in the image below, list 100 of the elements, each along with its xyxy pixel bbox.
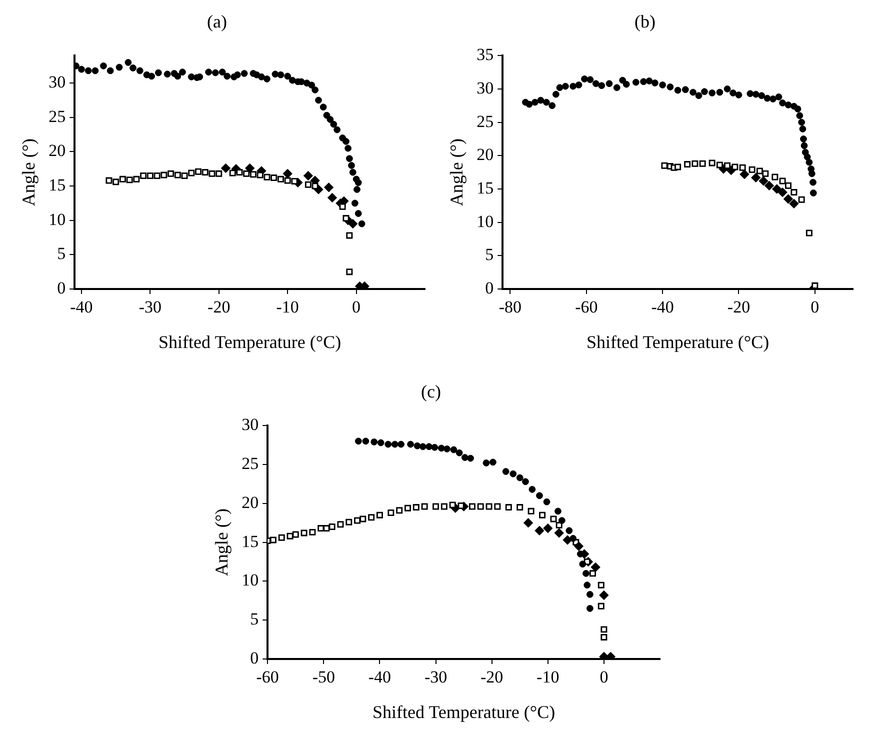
point bbox=[282, 168, 292, 179]
point bbox=[180, 172, 188, 179]
point bbox=[208, 170, 215, 177]
point bbox=[558, 517, 565, 524]
point bbox=[763, 94, 770, 102]
point bbox=[674, 164, 681, 170]
point bbox=[542, 523, 552, 534]
point bbox=[805, 230, 812, 236]
x-tick-label: -10 bbox=[276, 298, 298, 317]
point bbox=[359, 516, 366, 522]
point bbox=[354, 517, 360, 524]
point bbox=[288, 76, 296, 84]
point bbox=[494, 503, 500, 510]
point bbox=[432, 503, 439, 510]
y-tick-label: 0 bbox=[250, 648, 258, 668]
point bbox=[805, 158, 812, 166]
point bbox=[658, 81, 666, 88]
point bbox=[582, 570, 589, 577]
point bbox=[588, 570, 596, 577]
point bbox=[396, 507, 402, 514]
point bbox=[163, 70, 170, 78]
point bbox=[555, 522, 562, 528]
point bbox=[160, 172, 167, 178]
point bbox=[489, 458, 496, 466]
point bbox=[569, 82, 576, 90]
point bbox=[115, 64, 122, 71]
point bbox=[798, 118, 805, 126]
point bbox=[580, 75, 588, 82]
point bbox=[270, 174, 277, 182]
point bbox=[660, 162, 668, 169]
y-tick-label: 20 bbox=[48, 141, 66, 160]
point bbox=[734, 91, 742, 98]
point bbox=[136, 67, 143, 74]
point bbox=[290, 178, 298, 184]
point bbox=[612, 84, 620, 92]
point bbox=[565, 527, 572, 534]
chart-title: (b) bbox=[634, 12, 655, 32]
point bbox=[796, 112, 803, 120]
point bbox=[778, 178, 786, 184]
point bbox=[784, 182, 791, 189]
point bbox=[482, 459, 490, 466]
y-tick-label: 15 bbox=[241, 532, 258, 551]
point bbox=[211, 69, 218, 76]
point bbox=[525, 100, 532, 108]
point bbox=[716, 162, 722, 168]
point bbox=[700, 88, 708, 96]
point bbox=[397, 440, 404, 448]
point bbox=[78, 66, 84, 73]
point bbox=[618, 76, 626, 84]
point bbox=[509, 470, 516, 478]
point bbox=[348, 168, 356, 176]
point bbox=[326, 192, 337, 203]
point bbox=[476, 503, 484, 510]
point bbox=[387, 509, 394, 516]
point bbox=[223, 72, 230, 80]
point bbox=[450, 446, 457, 454]
y-tick-label: 30 bbox=[48, 72, 66, 92]
y-tick-label: 0 bbox=[484, 278, 494, 298]
point bbox=[344, 144, 351, 152]
point bbox=[794, 106, 801, 112]
x-tick-label: -40 bbox=[368, 668, 391, 687]
x-tick-label: -20 bbox=[726, 298, 750, 317]
point bbox=[536, 492, 542, 500]
point bbox=[384, 440, 392, 448]
point bbox=[302, 170, 313, 181]
point bbox=[531, 98, 538, 106]
point bbox=[771, 184, 782, 194]
point bbox=[167, 170, 174, 177]
point bbox=[569, 534, 576, 542]
point bbox=[777, 187, 787, 198]
point bbox=[516, 474, 523, 482]
x-tick-label: -60 bbox=[256, 668, 278, 687]
point bbox=[126, 176, 132, 184]
point bbox=[292, 531, 298, 538]
point bbox=[220, 163, 230, 174]
point bbox=[803, 154, 810, 160]
point bbox=[724, 162, 730, 169]
point bbox=[345, 518, 352, 526]
point bbox=[769, 95, 776, 102]
point bbox=[764, 180, 774, 190]
point bbox=[504, 504, 512, 511]
point bbox=[430, 444, 438, 451]
x-tick-label: -10 bbox=[536, 668, 559, 687]
point bbox=[597, 582, 604, 588]
point bbox=[362, 438, 369, 445]
y-tick-label: 20 bbox=[241, 492, 258, 512]
point bbox=[345, 155, 352, 162]
point bbox=[556, 84, 563, 92]
point bbox=[790, 189, 797, 196]
point bbox=[758, 176, 768, 186]
y-axis-title: Angle (°) bbox=[446, 138, 466, 206]
point bbox=[286, 532, 293, 540]
point bbox=[204, 68, 212, 76]
point bbox=[778, 99, 786, 106]
point bbox=[236, 169, 242, 176]
point bbox=[586, 76, 594, 84]
point bbox=[194, 168, 202, 175]
point bbox=[605, 80, 612, 88]
point bbox=[376, 512, 382, 518]
point bbox=[300, 530, 307, 536]
